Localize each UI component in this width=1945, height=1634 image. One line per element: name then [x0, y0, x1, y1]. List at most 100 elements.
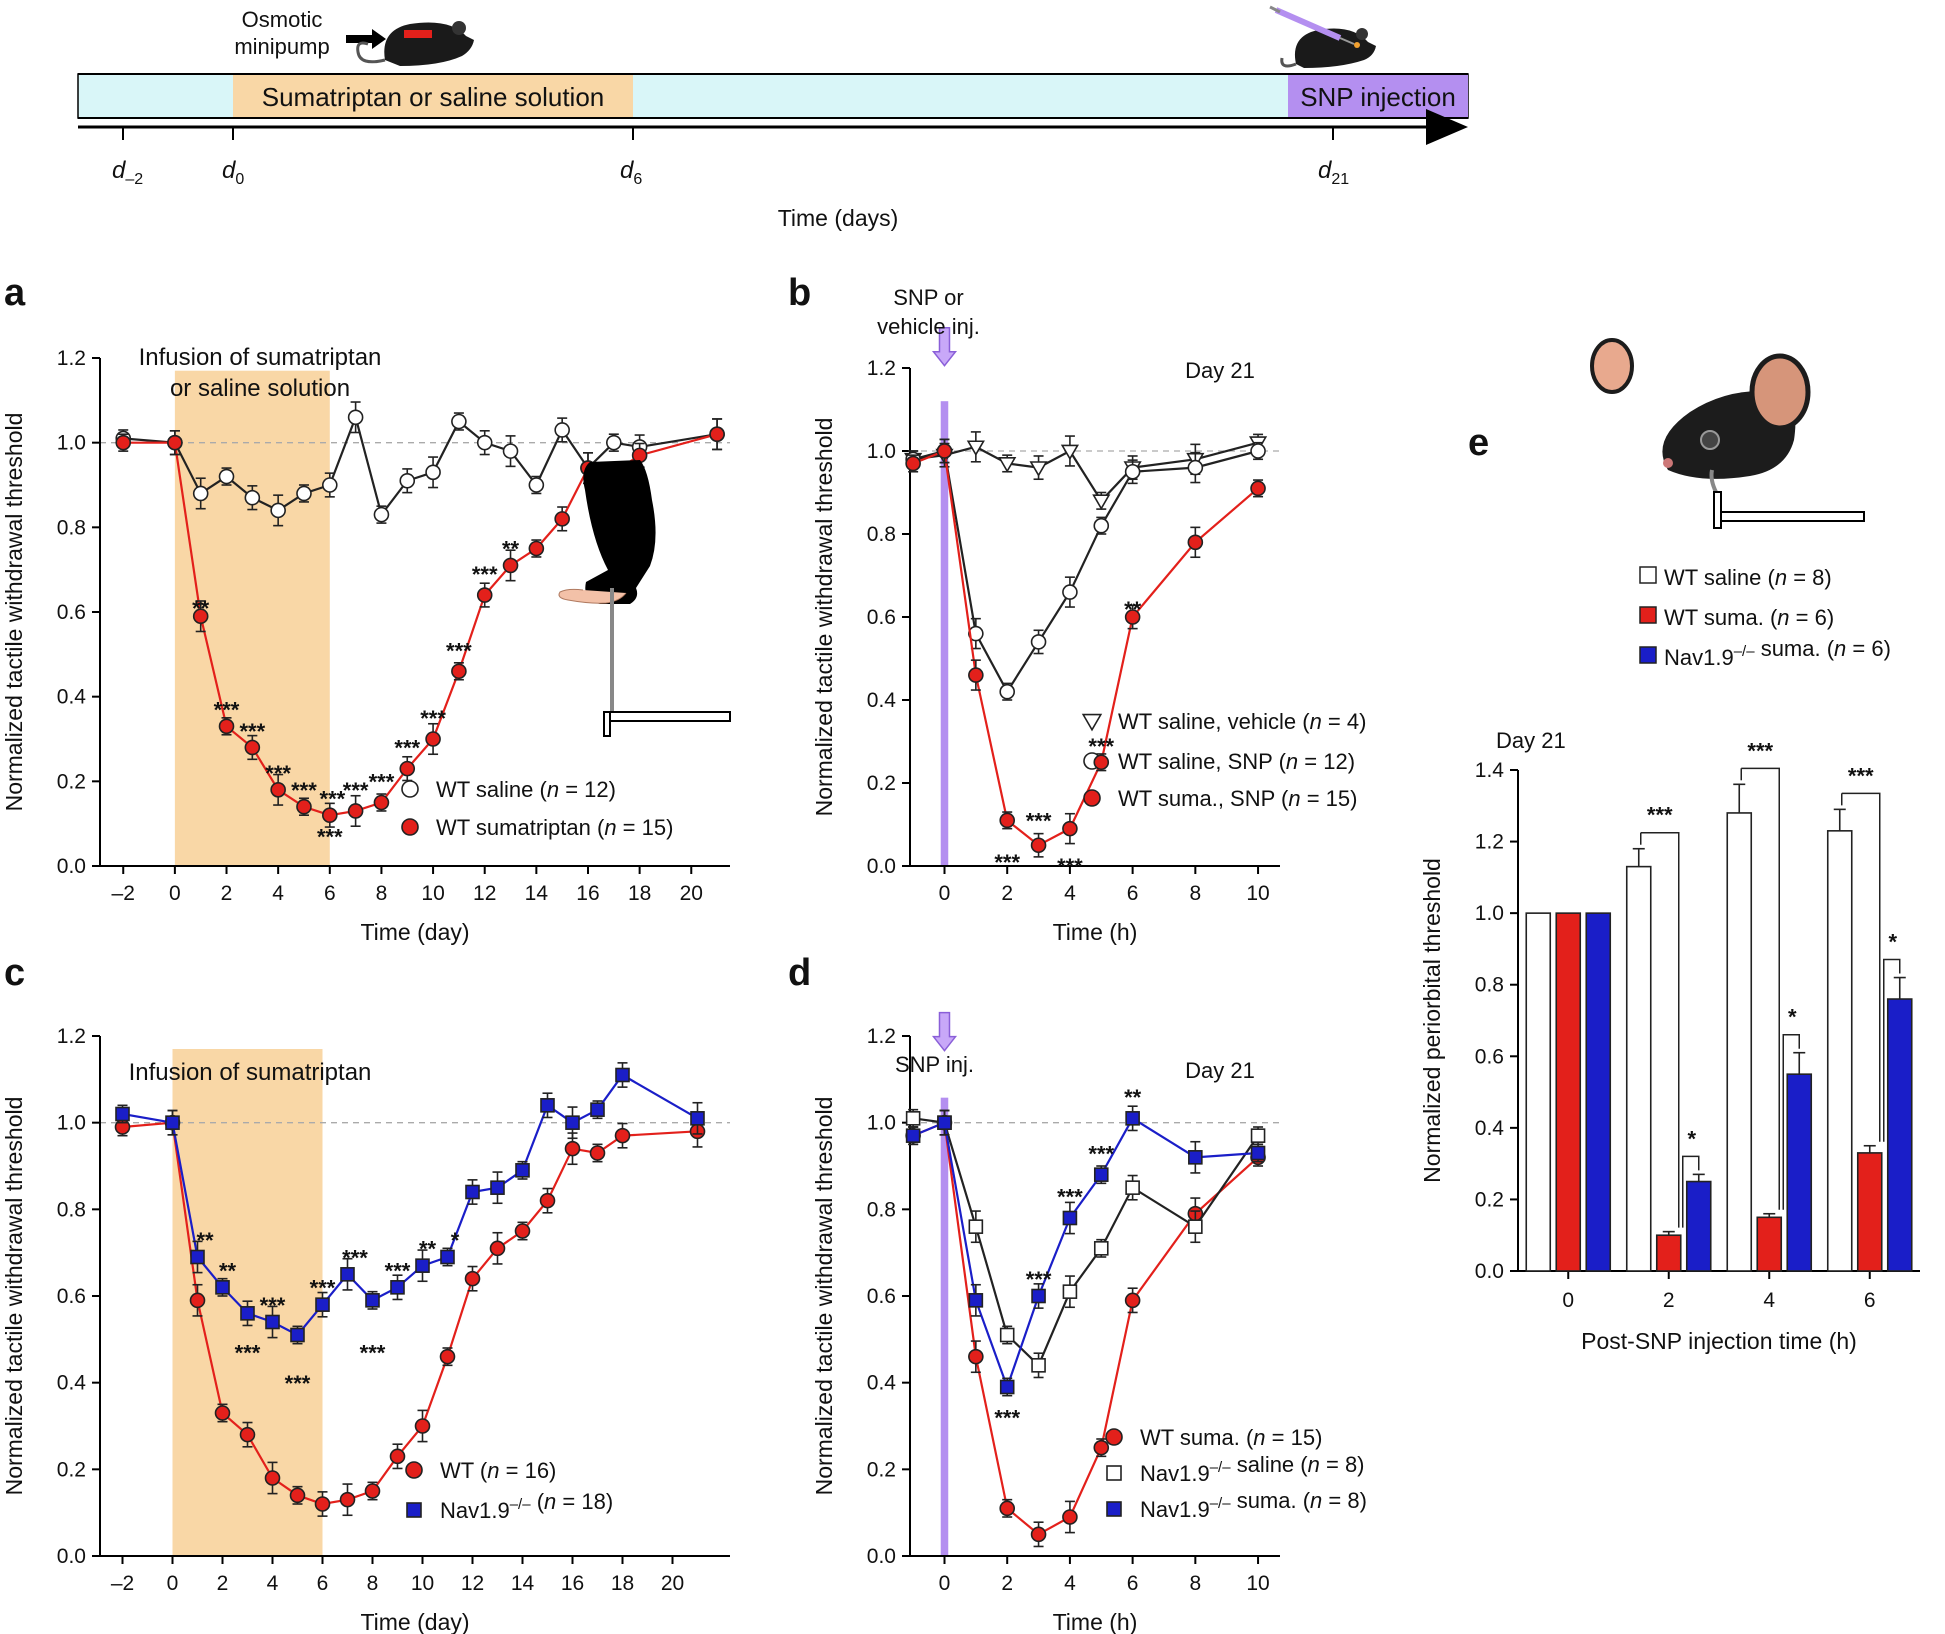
data-point	[1029, 461, 1048, 477]
data-point	[270, 502, 286, 519]
timeline-xlabel: Time (days)	[778, 205, 899, 231]
legend-marker	[1639, 606, 1657, 624]
data-point	[439, 1348, 456, 1365]
x-tick-label: 2	[1001, 1572, 1013, 1595]
data-point	[414, 1418, 431, 1434]
y-tick-label: 1.0	[867, 440, 896, 463]
data-point	[290, 1327, 305, 1343]
data-point	[1124, 1292, 1141, 1309]
data-point	[1124, 463, 1141, 480]
x-tick-label: 4	[1064, 1572, 1076, 1595]
timeline-treatment-band	[233, 74, 633, 118]
legend-marker	[401, 818, 419, 836]
significance-label: ***	[317, 825, 343, 850]
data-point	[464, 1270, 481, 1287]
data-point	[905, 1111, 921, 1126]
mouse-head-icon	[1590, 338, 1865, 529]
data-point	[1093, 754, 1110, 771]
data-point	[968, 625, 984, 642]
timeline-tick-d-2: d–2	[112, 157, 143, 188]
y-tick-label: 0.4	[867, 689, 897, 712]
legend-label: Nav1.9–/– (n = 18)	[440, 1489, 613, 1523]
data-point	[564, 1140, 581, 1157]
data-point	[1060, 444, 1080, 461]
data-point	[1250, 480, 1266, 497]
significance-label: **	[1124, 1085, 1142, 1110]
data-point	[451, 663, 467, 680]
legend-label: Nav1.9–/– saline (n = 8)	[1140, 1452, 1365, 1486]
data-point	[905, 1128, 921, 1143]
data-point	[399, 760, 416, 777]
data-point	[465, 1184, 480, 1200]
data-point	[270, 781, 286, 798]
y-tick-label: 0.6	[57, 601, 86, 624]
data-point	[1062, 820, 1078, 837]
legend-marker	[1639, 566, 1657, 584]
data-point	[1124, 609, 1141, 625]
significance-label: ***	[994, 1406, 1020, 1431]
x-tick-label: 14	[511, 1572, 535, 1595]
data-point	[314, 1496, 331, 1512]
data-point	[554, 422, 570, 438]
panel-e: e 0.0 0.2 0.4 0.6 0.8 1.0 1.2 1.4 Post-SNP inject…	[1419, 422, 1920, 1354]
data-point	[115, 434, 132, 451]
significance-label: *	[1888, 930, 1897, 955]
data-point	[502, 443, 519, 459]
x-tick-label: 8	[1189, 1572, 1201, 1595]
significance-label: ***	[1057, 854, 1083, 879]
pump-label-1: Osmotic	[242, 7, 323, 32]
paw-icon	[558, 460, 731, 737]
significance-label: ***	[420, 706, 446, 731]
legend-marker	[405, 1461, 423, 1479]
data-point	[365, 1293, 380, 1308]
x-tick-label: –2	[112, 882, 135, 905]
significance-label: ***	[394, 736, 420, 761]
data-point	[614, 1127, 631, 1144]
x-tick-label: 16	[561, 1572, 584, 1595]
data-point	[264, 1470, 281, 1486]
data-point	[347, 409, 364, 426]
data-point	[615, 1067, 630, 1083]
data-point	[1188, 1150, 1203, 1165]
data-point	[165, 1115, 180, 1130]
legend-label: Nav1.9–/– suma. (n = 6)	[1664, 636, 1891, 670]
x-tick-label: 2	[1663, 1289, 1675, 1312]
x-tick-label: 18	[628, 882, 651, 905]
panel-b: b 0.0 0.2 0.4 0.6 0.8 1.0 1.2 0 2 4 6 8 10 Time (h) Nor…	[788, 272, 1366, 945]
significance-bracket	[1841, 792, 1881, 1142]
y-tick-label: 0.0	[1475, 1260, 1504, 1283]
data-point	[999, 1327, 1015, 1343]
data-point	[966, 440, 985, 457]
y-tick-label: 0.4	[1475, 1117, 1505, 1140]
y-tick-label: 1.0	[867, 1112, 896, 1135]
panel-title: Infusion of sumatriptan	[139, 344, 382, 371]
significance-label: *	[1687, 1126, 1696, 1151]
significance-label: ***	[446, 638, 472, 663]
data-point	[1062, 584, 1078, 600]
significance-label: ***	[235, 1341, 261, 1366]
y-tick-label: 1.2	[1475, 831, 1504, 854]
data-point	[1030, 634, 1047, 650]
panel-letter: e	[1468, 422, 1489, 464]
significance-label: ***	[320, 787, 346, 812]
data-point	[690, 1111, 705, 1126]
data-point	[999, 812, 1016, 829]
data-point	[1062, 1509, 1078, 1525]
data-point	[490, 1180, 505, 1195]
data-point	[1093, 1167, 1109, 1182]
panel-title: Infusion of sumatriptan	[129, 1059, 372, 1086]
significance-label: *	[1788, 1005, 1797, 1030]
x-tick-label: 4	[272, 882, 284, 905]
data-point	[190, 1249, 205, 1265]
data-point	[192, 608, 209, 625]
bar	[1726, 812, 1753, 1272]
data-point	[390, 1280, 405, 1295]
significance-label: ***	[994, 850, 1020, 875]
timeline-snp-label: SNP injection	[1300, 82, 1456, 112]
significance-label: **	[192, 596, 210, 621]
timeline-tick-d21: d21	[1318, 157, 1349, 188]
x-tick-label: 10	[1246, 1572, 1269, 1595]
significance-label: ***	[1848, 763, 1874, 788]
y-tick-label: 1.2	[867, 1025, 896, 1048]
y-tick-label: 0.4	[57, 1372, 87, 1395]
